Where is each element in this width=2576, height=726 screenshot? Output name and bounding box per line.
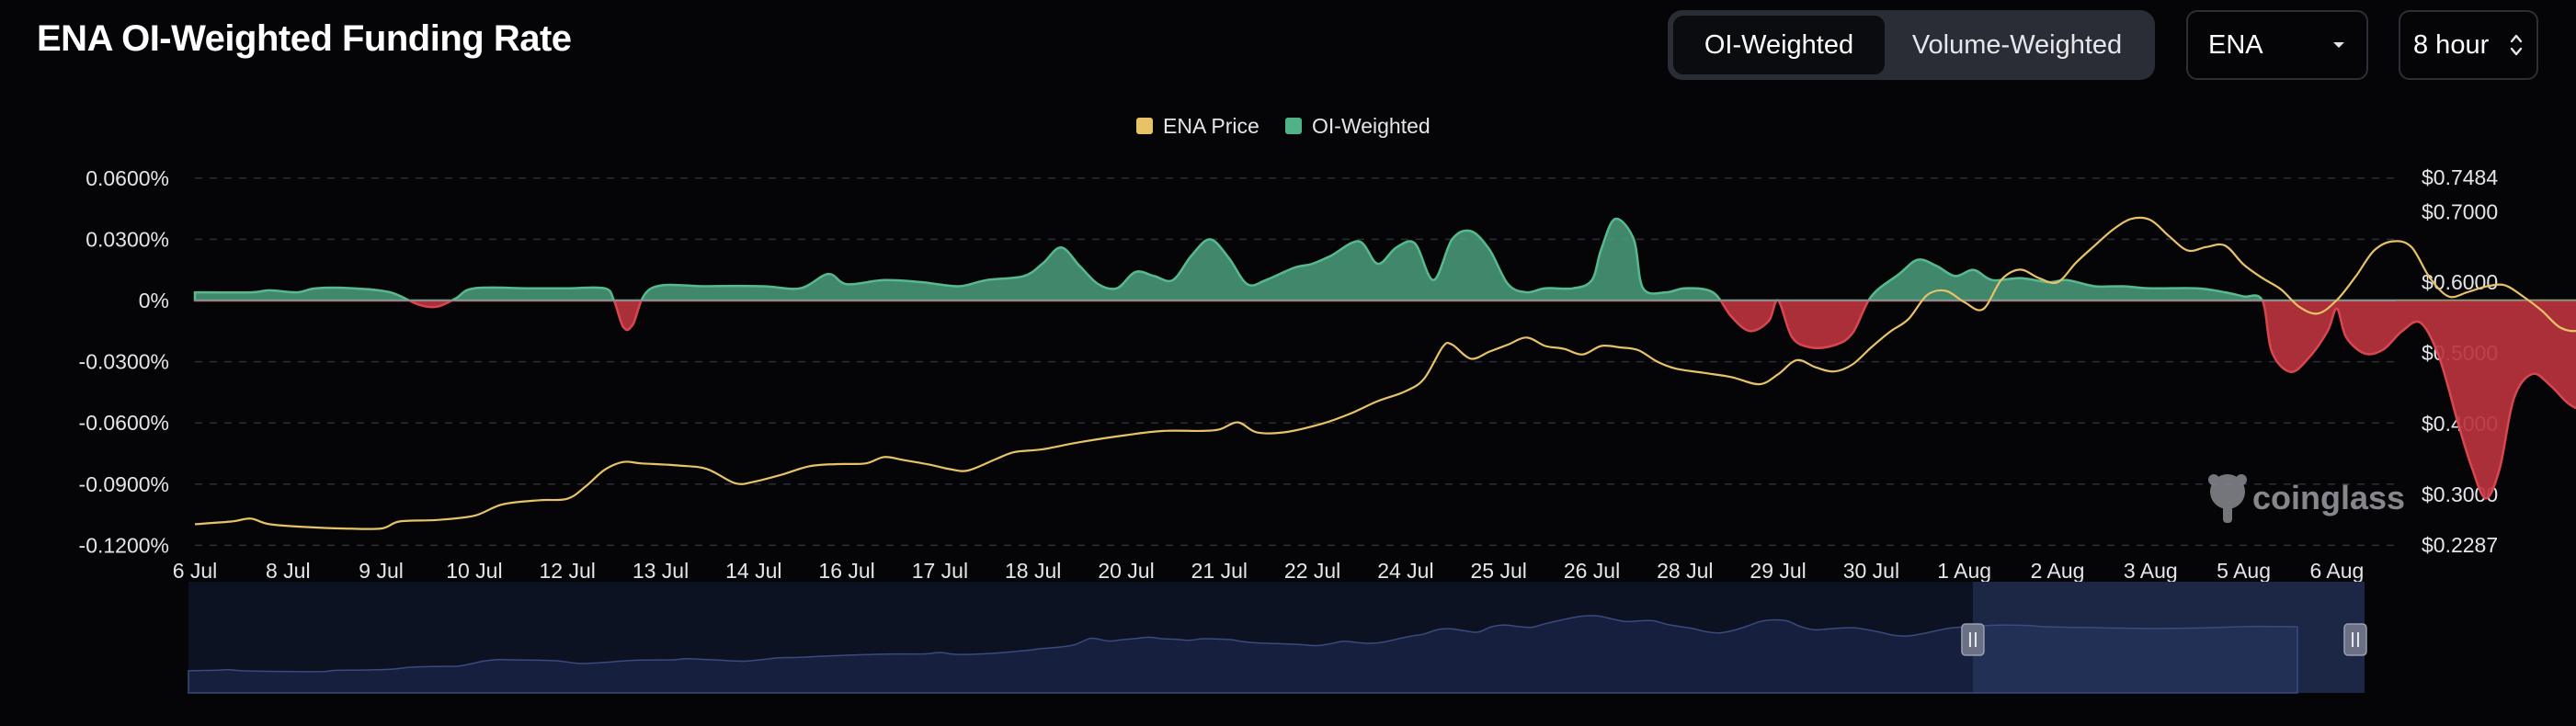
x-tick-label: 21 Jul [1191,559,1248,583]
x-tick-label: 6 Jul [173,559,218,583]
x-tick-label: 17 Jul [912,559,968,583]
x-tick-label: 30 Jul [1843,559,1899,583]
x-axis: 6 Jul 8 Jul 9 Jul 10 Jul 12 Jul 13 Jul 14 Jul 1… [173,559,2365,583]
x-tick-label: 25 Jul [1471,559,1527,583]
x-tick-label: 3 Aug [2124,559,2178,583]
interval-select[interactable]: 8 hour [2399,10,2538,80]
x-tick-label: 6 Aug [2309,559,2364,583]
navigator-series [188,615,2298,694]
handle-body [2343,623,2367,656]
x-tick-label: 5 Aug [2217,559,2271,583]
x-tick-label: 2 Aug [2031,559,2085,583]
caret-down-icon [2333,42,2344,48]
x-tick-label: 20 Jul [1098,559,1154,583]
x-tick-label: 28 Jul [1657,559,1713,583]
funding-positive-area [193,217,2576,301]
navigator-selection[interactable] [1972,582,2365,693]
navigator-right-handle[interactable] [2343,623,2367,656]
coin-select[interactable]: ENA [2186,10,2368,80]
coinglass-watermark: coinglass [2208,474,2405,523]
y-right-tick-label: $0.7484 [2422,165,2498,189]
x-tick-label: 9 Jul [359,559,404,583]
range-navigator [188,582,2367,694]
y-left-tick-label: 0% [139,289,169,312]
x-tick-label: 29 Jul [1750,559,1806,583]
y-right-tick-label: $0.2287 [2422,533,2498,557]
grid-lines [195,177,2396,547]
chart-legend: ENA Price OI-Weighted [1136,114,1430,138]
x-tick-label: 18 Jul [1005,559,1061,583]
y-left-tick-label: 0.0600% [85,166,169,190]
handle-body [1961,623,1985,656]
x-tick-label: 10 Jul [446,559,502,583]
y-right-tick-label: $0.7000 [2422,199,2498,223]
price-line [194,216,2576,530]
x-tick-label: 14 Jul [725,559,781,583]
tab-oi-weighted[interactable]: OI-Weighted [1673,16,1885,74]
legend-swatch-oi[interactable] [1285,118,1302,134]
y-left-tick-label: -0.0600% [79,411,169,435]
x-tick-label: 24 Jul [1377,559,1433,583]
navigator-left-handle[interactable] [1961,623,1985,656]
page-title: ENA OI-Weighted Funding Rate [37,18,572,59]
legend-label-price[interactable]: ENA Price [1163,114,1260,138]
y-left-tick-label: -0.1200% [79,533,169,557]
coinglass-logo-icon [2208,474,2247,523]
x-tick-label: 8 Jul [266,559,311,583]
y-left-tick-label: 0.0300% [85,227,169,251]
x-tick-label: 22 Jul [1284,559,1340,583]
x-tick-label: 12 Jul [540,559,596,583]
interval-select-value: 8 hour [2413,29,2490,60]
x-tick-label: 13 Jul [633,559,689,583]
legend-swatch-price[interactable] [1136,118,1153,134]
updown-chevron-icon [2510,34,2523,56]
y-left-tick-label: -0.0900% [79,472,169,496]
x-tick-label: 16 Jul [818,559,874,583]
x-tick-label: 1 Aug [1937,559,1991,583]
watermark-text: coinglass [2252,479,2405,516]
tab-volume-weighted[interactable]: Volume-Weighted [1911,29,2123,60]
weighting-toggle: OI-Weighted Volume-Weighted [1668,10,2155,80]
coin-select-value: ENA [2208,29,2263,60]
y-left-tick-label: -0.0300% [79,350,169,374]
x-tick-label: 26 Jul [1564,559,1620,583]
y-axis-left: 0.0600% 0.0300% 0% -0.0300% -0.0600% -0.0900%… [79,166,169,558]
funding-negative-area [193,301,2576,500]
legend-label-oi[interactable]: OI-Weighted [1312,114,1430,138]
